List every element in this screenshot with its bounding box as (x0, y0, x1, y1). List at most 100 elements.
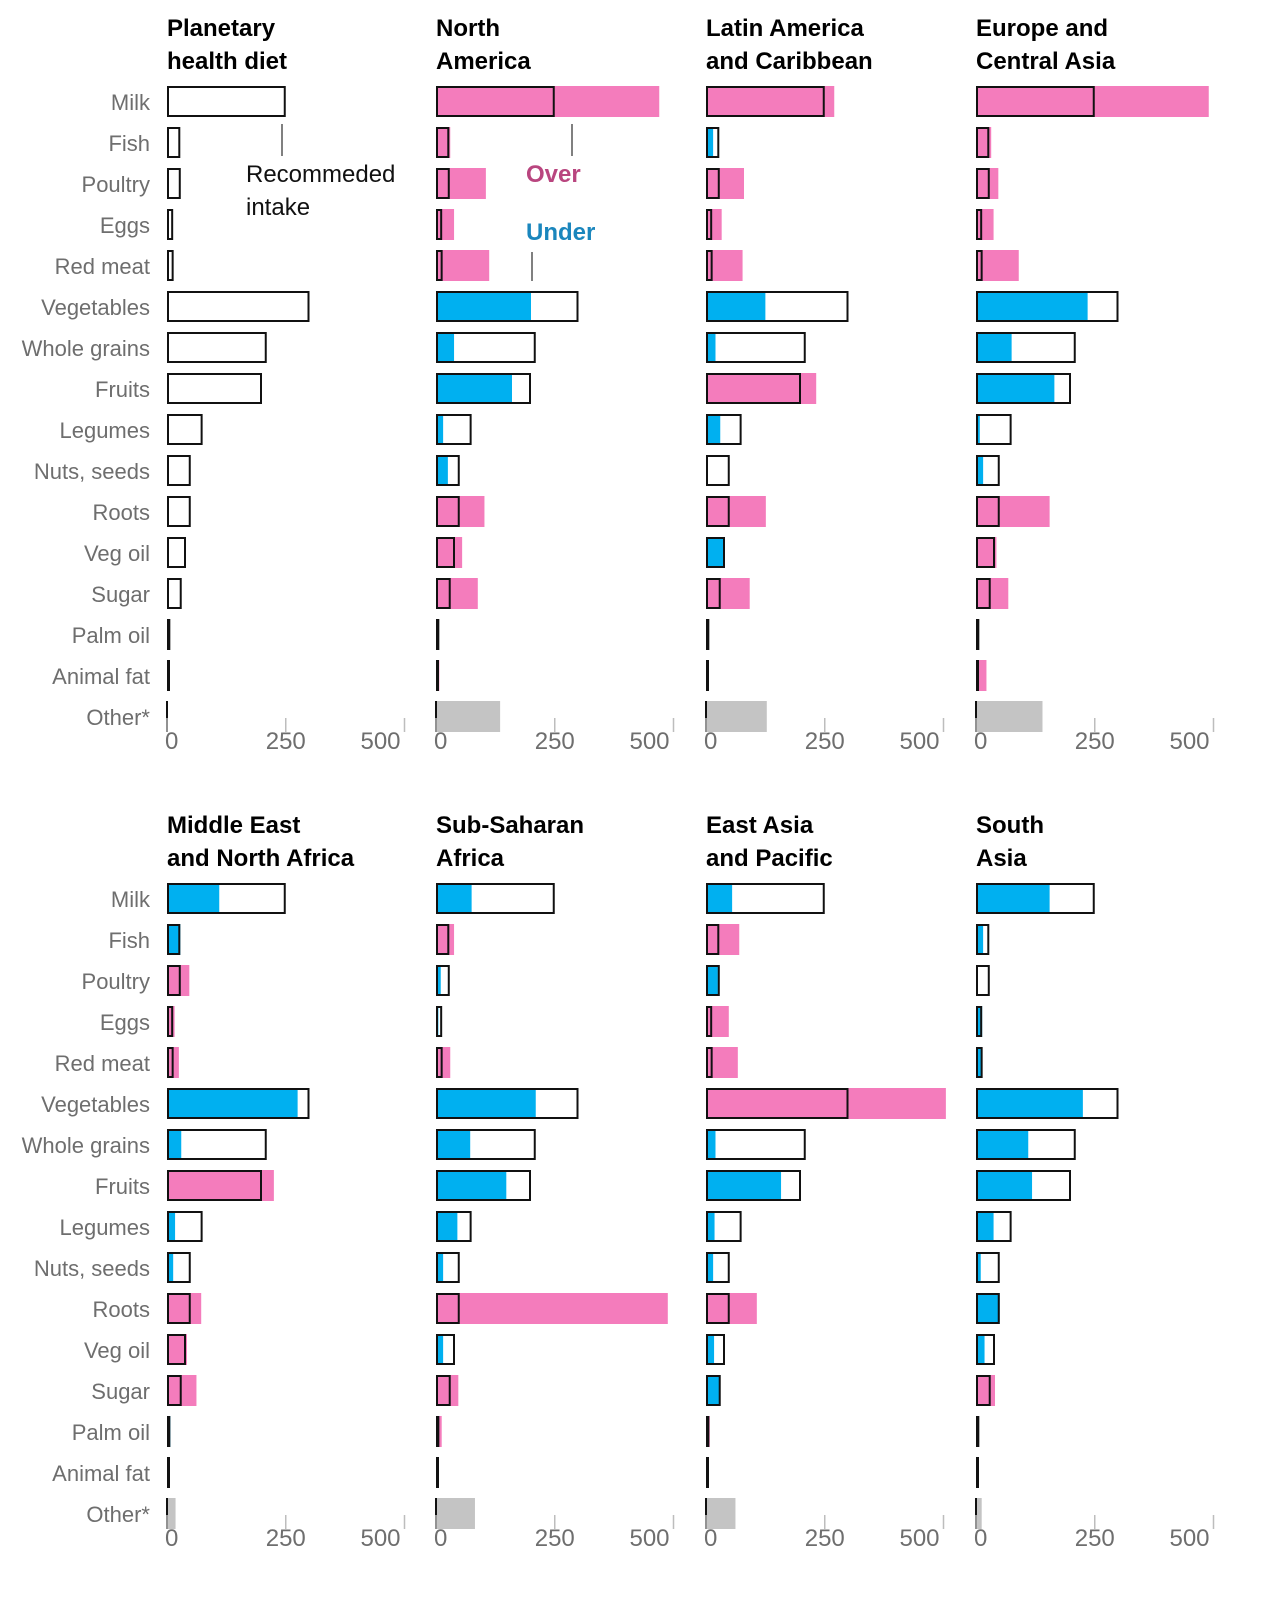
bar-europe-and-central-asia-vegetables (976, 291, 1088, 322)
recommended-outline-north-america-red-meat (436, 250, 443, 281)
bar-latin-america-and-caribbean-vegetables (706, 291, 766, 322)
bar-south-asia-eggs (976, 1006, 983, 1037)
recommended-outline-europe-and-central-asia-whole-grains (976, 332, 1076, 363)
recommended-outline-east-asia-and-pacific-whole-grains (706, 1129, 806, 1160)
category-label-roots: Roots (93, 500, 150, 525)
bar-north-america-veg-oil (436, 537, 463, 568)
recommended-outline-latin-america-and-caribbean-legumes (706, 414, 742, 445)
bar-middle-east-and-north-africa-sugar (167, 1375, 197, 1406)
bar-east-asia-and-pacific-nuts-seeds (706, 1252, 714, 1283)
bar-south-asia-fish (976, 924, 984, 955)
panel-title-latin-america-and-caribbean: and Caribbean (706, 48, 873, 75)
bar-east-asia-and-pacific-fruits (706, 1170, 782, 1201)
recommended-outline-east-asia-and-pacific-roots (706, 1293, 730, 1324)
panel-title-north-america: North (436, 15, 500, 42)
x-tick-label-north-america-0: 0 (434, 728, 447, 755)
category-label-vegetables: Vegetables (41, 295, 150, 320)
bar-sub-saharan-africa-poultry (436, 965, 441, 996)
category-label-red-meat: Red meat (55, 1051, 150, 1076)
category-label-palm-oil: Palm oil (72, 1420, 150, 1445)
recommended-outline-middle-east-and-north-africa-fruits (167, 1170, 262, 1201)
category-label-fish: Fish (108, 928, 150, 953)
recommended-outline-europe-and-central-asia-vegetables (976, 291, 1119, 322)
recommended-outline-north-america-eggs (436, 209, 443, 240)
category-label-veg-oil: Veg oil (84, 541, 150, 566)
recommended-outline-east-asia-and-pacific-legumes (706, 1211, 742, 1242)
panel-title-east-asia-and-pacific: East Asia (706, 812, 814, 839)
recommended-outline-planetary-health-diet-fruits (167, 373, 262, 404)
category-label-fish: Fish (108, 131, 150, 156)
recommended-outline-middle-east-and-north-africa-eggs (167, 1006, 174, 1037)
recommended-outline-north-america-legumes (436, 414, 472, 445)
other-bar-middle-east-and-north-africa (167, 1498, 176, 1529)
recommended-outline-middle-east-and-north-africa-vegetables (167, 1088, 310, 1119)
recommended-outline-east-asia-and-pacific-sugar (706, 1375, 721, 1406)
recommended-outline-middle-east-and-north-africa-milk (167, 883, 286, 914)
recommended-outline-middle-east-and-north-africa-red-meat (167, 1047, 174, 1078)
recommended-outline-east-asia-and-pacific-nuts-seeds (706, 1252, 730, 1283)
recommended-outline-middle-east-and-north-africa-nuts-seeds (167, 1252, 191, 1283)
bar-east-asia-and-pacific-veg-oil (706, 1334, 715, 1365)
other-bar-europe-and-central-asia (976, 701, 1043, 732)
recommended-outline-planetary-health-diet-palm-oil (167, 619, 171, 650)
recommended-outline-latin-america-and-caribbean-eggs (706, 209, 713, 240)
panel-title-north-america: America (436, 48, 531, 75)
recommended-outline-europe-and-central-asia-animal-fat (976, 660, 979, 691)
x-tick-label-south-asia-500: 500 (1169, 1525, 1209, 1552)
category-label-poultry: Poultry (82, 969, 150, 994)
bar-east-asia-and-pacific-sugar (706, 1375, 721, 1406)
recommended-outline-east-asia-and-pacific-red-meat (706, 1047, 713, 1078)
recommended-outline-south-asia-red-meat (976, 1047, 983, 1078)
bar-north-america-vegetables (436, 291, 531, 322)
recommended-outline-east-asia-and-pacific-veg-oil (706, 1334, 725, 1365)
bar-sub-saharan-africa-red-meat (436, 1047, 451, 1078)
bar-europe-and-central-asia-poultry (976, 168, 999, 199)
x-tick-label-east-asia-and-pacific-250: 250 (805, 1525, 845, 1552)
panel-title-sub-saharan-africa: Sub-Saharan (436, 812, 584, 839)
bar-sub-saharan-africa-fish (436, 924, 455, 955)
bar-europe-and-central-asia-whole-grains (976, 332, 1012, 363)
bar-south-asia-whole-grains (976, 1129, 1029, 1160)
bar-sub-saharan-africa-fruits (436, 1170, 507, 1201)
recommended-outline-north-america-roots (436, 496, 460, 527)
recommended-annotation-line1: Recommeded (246, 161, 395, 188)
recommended-outline-south-asia-roots (976, 1293, 1000, 1324)
category-label-roots: Roots (93, 1297, 150, 1322)
bar-south-asia-nuts-seeds (976, 1252, 981, 1283)
recommended-outline-north-america-whole-grains (436, 332, 536, 363)
bar-latin-america-and-caribbean-sugar (706, 578, 750, 609)
category-label-milk: Milk (111, 887, 151, 912)
recommended-outline-south-asia-palm-oil (976, 1416, 980, 1447)
recommended-outline-latin-america-and-caribbean-whole-grains (706, 332, 806, 363)
recommended-outline-sub-saharan-africa-fruits (436, 1170, 531, 1201)
recommended-outline-east-asia-and-pacific-eggs (706, 1006, 713, 1037)
recommended-outline-europe-and-central-asia-legumes (976, 414, 1012, 445)
recommended-outline-south-asia-eggs (976, 1006, 983, 1037)
panel-title-east-asia-and-pacific: and Pacific (706, 845, 833, 872)
recommended-outline-south-asia-fruits (976, 1170, 1071, 1201)
bar-east-asia-and-pacific-poultry (706, 965, 718, 996)
category-label-fruits: Fruits (95, 377, 150, 402)
panel-title-middle-east-and-north-africa: Middle East (167, 812, 300, 839)
recommended-outline-latin-america-and-caribbean-veg-oil (706, 537, 725, 568)
bar-europe-and-central-asia-red-meat (976, 250, 1019, 281)
recommended-outline-south-asia-veg-oil (976, 1334, 995, 1365)
category-label-other: Other* (86, 705, 150, 730)
recommended-outline-middle-east-and-north-africa-palm-oil (167, 1416, 171, 1447)
panel-title-sub-saharan-africa: Africa (436, 845, 505, 872)
recommended-outline-sub-saharan-africa-roots (436, 1293, 460, 1324)
bar-south-asia-red-meat (976, 1047, 982, 1078)
x-tick-label-latin-america-and-caribbean-500: 500 (899, 728, 939, 755)
recommended-outline-planetary-health-diet-nuts-seeds (167, 455, 191, 486)
category-label-nuts-seeds: Nuts, seeds (34, 1256, 150, 1281)
category-label-vegetables: Vegetables (41, 1092, 150, 1117)
recommended-outline-middle-east-and-north-africa-fish (167, 924, 181, 955)
bar-europe-and-central-asia-animal-fat (976, 660, 987, 691)
bar-north-america-nuts-seeds (436, 455, 448, 486)
recommended-outline-middle-east-and-north-africa-veg-oil (167, 1334, 186, 1365)
x-tick-label-planetary-health-diet-250: 250 (266, 728, 306, 755)
category-label-legumes: Legumes (59, 418, 150, 443)
recommended-outline-north-america-nuts-seeds (436, 455, 460, 486)
recommended-outline-latin-america-and-caribbean-sugar (706, 578, 721, 609)
